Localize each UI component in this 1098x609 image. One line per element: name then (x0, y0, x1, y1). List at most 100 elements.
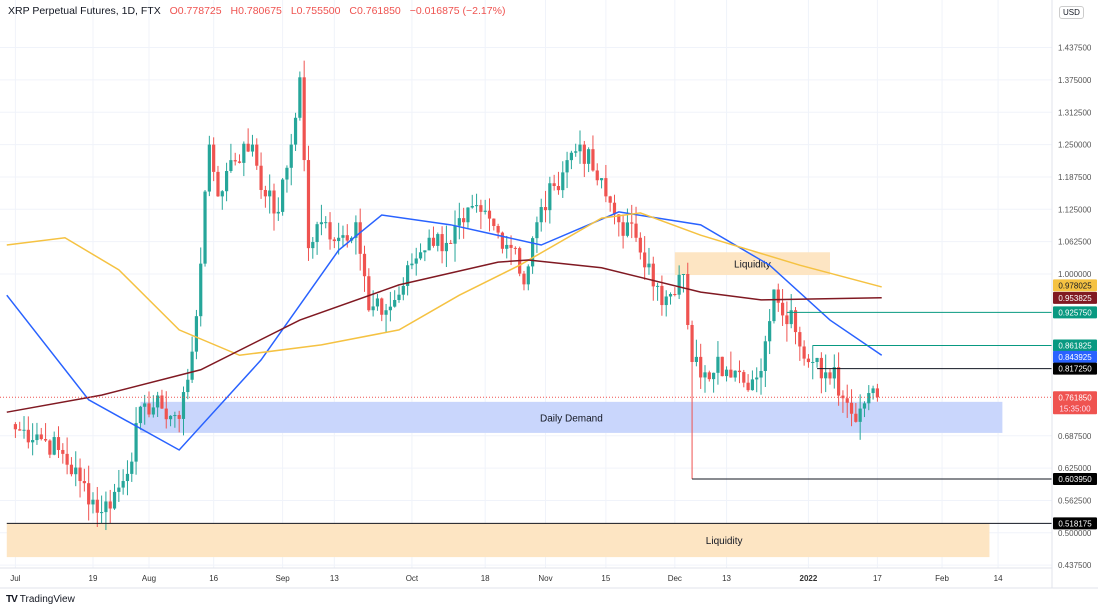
candle-body (858, 408, 862, 422)
candle-body (362, 253, 367, 277)
candle-body (854, 413, 858, 422)
time-tick-label: Jul (10, 574, 20, 583)
candle-body (328, 222, 332, 240)
candle-body (168, 415, 173, 420)
candle-body (828, 372, 832, 379)
price-tick-label: 0.500000 (1058, 529, 1092, 538)
candle-body (285, 167, 289, 180)
level-price-tag-text: 0.861825 (1058, 342, 1092, 351)
high-value: H0.780675 (230, 5, 282, 17)
candle-body (397, 294, 401, 300)
candle-body (750, 379, 755, 391)
time-tick-label: 13 (722, 574, 731, 583)
candle-body (582, 144, 586, 164)
candle-body (591, 149, 595, 171)
candle-body (647, 263, 651, 268)
candle-body (492, 218, 496, 227)
candle-body (431, 237, 436, 246)
change-value: −0.016875 (−2.17%) (409, 5, 506, 17)
candle-body (862, 403, 867, 409)
candle-body (785, 315, 789, 325)
candle-body (255, 144, 259, 166)
candle-body (707, 372, 711, 380)
candle-body (716, 356, 720, 373)
symbol-title: XRP Perpetual Futures, 1D, FTX (8, 5, 161, 17)
candle-body (224, 170, 229, 192)
level-price-tag (1053, 339, 1097, 352)
candle-body (487, 210, 492, 219)
candle-body (651, 263, 655, 287)
candle-body (311, 242, 315, 249)
candle-body (806, 358, 811, 363)
candle-body (112, 491, 117, 509)
candle-body (763, 341, 767, 371)
price-tick-label: 1.375000 (1058, 76, 1092, 85)
candle-body (630, 222, 634, 224)
candle-body (207, 144, 211, 192)
price-tick-label: 0.625000 (1058, 464, 1092, 473)
tradingview-logo[interactable]: TV TradingView (6, 594, 75, 605)
candle-body (759, 370, 763, 378)
candle-body (117, 487, 121, 492)
time-tick-label: 18 (481, 574, 490, 583)
candle-body (39, 434, 43, 440)
candle-body (720, 356, 724, 377)
candle-body (474, 205, 479, 207)
ma-blue-price-tag (1053, 350, 1097, 363)
zone-label: Daily Demand (540, 413, 603, 424)
candle-body (263, 189, 267, 197)
candle-body (345, 235, 349, 241)
currency-badge[interactable]: USD (1059, 6, 1084, 19)
candle-body (13, 424, 17, 430)
level-price-tag (1053, 472, 1097, 485)
candle-body (216, 171, 220, 197)
price-tick-label: 1.250000 (1058, 141, 1092, 150)
candle-body (341, 235, 345, 238)
candle-body (664, 296, 668, 306)
ma-maroon-price-tag-text: 0.953825 (1058, 294, 1092, 303)
candle-body (772, 289, 776, 322)
candle-body (276, 211, 280, 214)
candle-body (151, 407, 155, 415)
candle-body (306, 160, 311, 249)
candle-body (742, 372, 746, 383)
candle-body (694, 356, 698, 362)
candle-body (414, 258, 418, 264)
candle-body (578, 144, 582, 152)
time-tick-label: Oct (406, 574, 419, 583)
candle-body (302, 77, 306, 161)
candle-body (509, 244, 513, 248)
current-price-text: 0.761850 (1058, 393, 1092, 402)
candle-body (259, 165, 263, 190)
candle-body (354, 222, 358, 238)
price-tick-label: 0.437500 (1058, 561, 1092, 570)
candle-body (548, 183, 552, 211)
candle-body (737, 370, 742, 373)
current-price-tag (1053, 391, 1097, 415)
candle-body (837, 367, 841, 396)
candle-body (552, 183, 556, 187)
candle-body (776, 289, 780, 303)
candle-body (406, 265, 410, 286)
candle-body (401, 285, 405, 295)
candle-body (811, 361, 815, 363)
candle-body (220, 191, 224, 197)
candle-body (522, 273, 526, 285)
time-tick-label: 14 (994, 574, 1003, 583)
candle-body (56, 437, 61, 450)
candle-body (91, 499, 95, 505)
candle-body (841, 395, 845, 399)
candle-body (108, 501, 112, 509)
candle-body (186, 379, 190, 393)
candle-body (319, 222, 324, 225)
candle-body (173, 415, 177, 417)
candle-body (281, 179, 285, 212)
candle-body (513, 247, 517, 249)
candle-body (160, 395, 164, 409)
price-chart[interactable]: Daily Demand Liquidity Liquidity 1.437500 1.… (0, 0, 1098, 590)
candle-body (677, 274, 681, 295)
candle-body (565, 160, 569, 173)
candle-body (358, 222, 362, 254)
time-tick-label: Nov (538, 574, 552, 583)
candle-body (466, 207, 470, 223)
